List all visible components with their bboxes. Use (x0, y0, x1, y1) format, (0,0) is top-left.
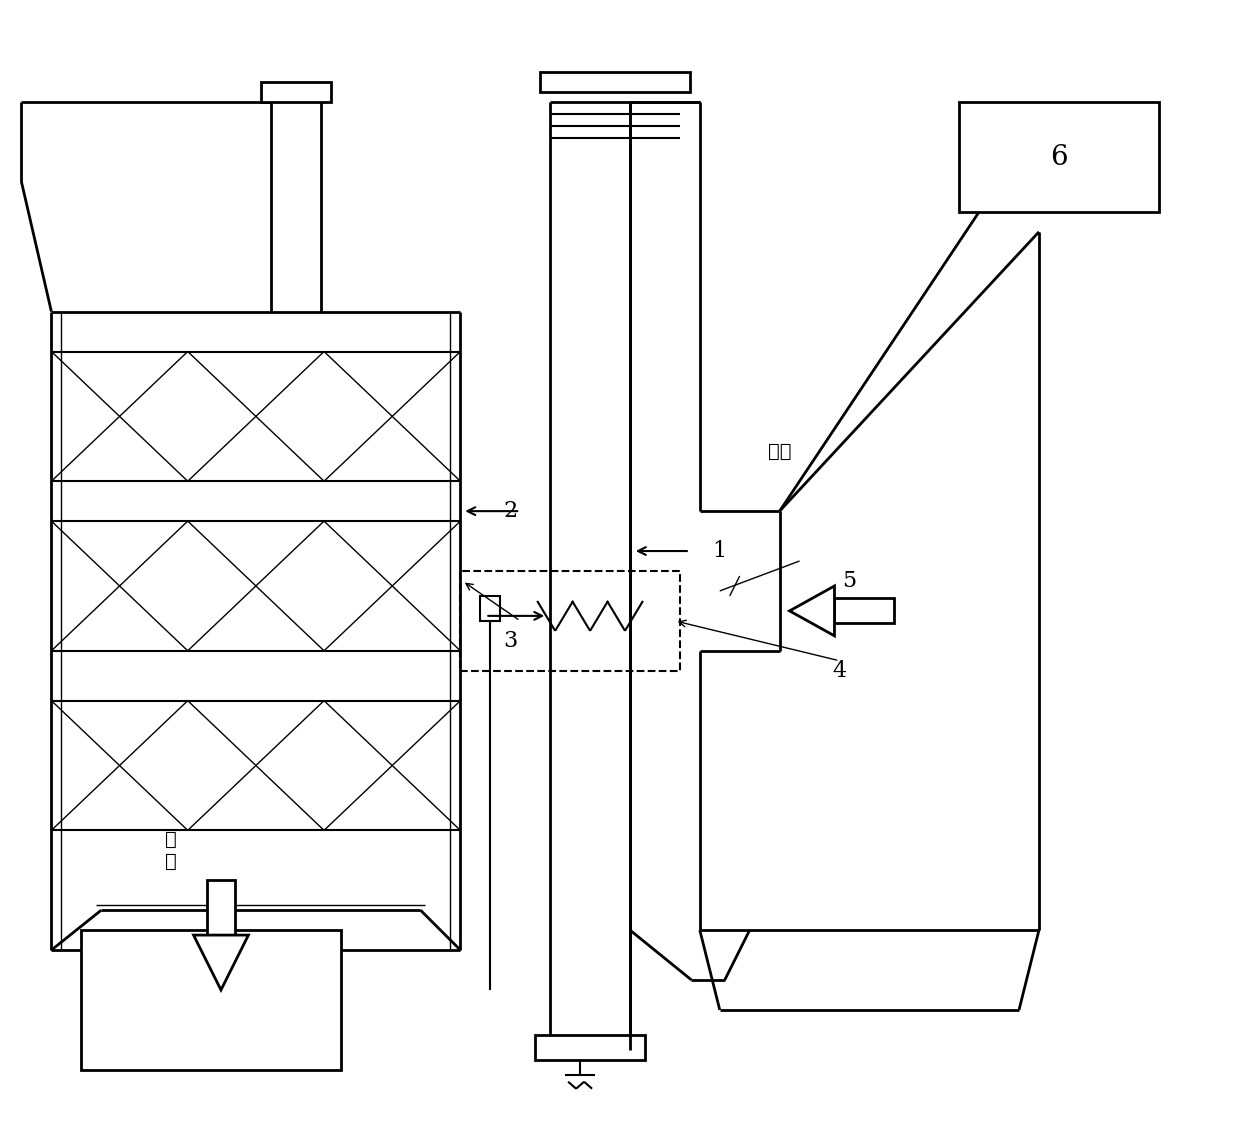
Text: 烟
气: 烟 气 (165, 830, 177, 871)
Text: 6: 6 (1050, 144, 1068, 171)
Bar (207, 880, 234, 935)
Polygon shape (193, 935, 248, 990)
Bar (82, 930, 341, 1070)
Polygon shape (790, 586, 835, 636)
Bar (541, 72, 689, 92)
Text: 2: 2 (503, 500, 517, 523)
Bar (480, 596, 500, 621)
Bar (260, 83, 331, 102)
Bar (460, 571, 680, 671)
Text: 5: 5 (842, 570, 857, 592)
Text: 烟气: 烟气 (768, 442, 791, 460)
Bar (960, 102, 1158, 211)
Bar (835, 598, 894, 623)
Text: 1: 1 (713, 539, 727, 562)
Text: 4: 4 (832, 659, 847, 682)
Bar (536, 1035, 645, 1060)
Text: 3: 3 (503, 630, 517, 651)
